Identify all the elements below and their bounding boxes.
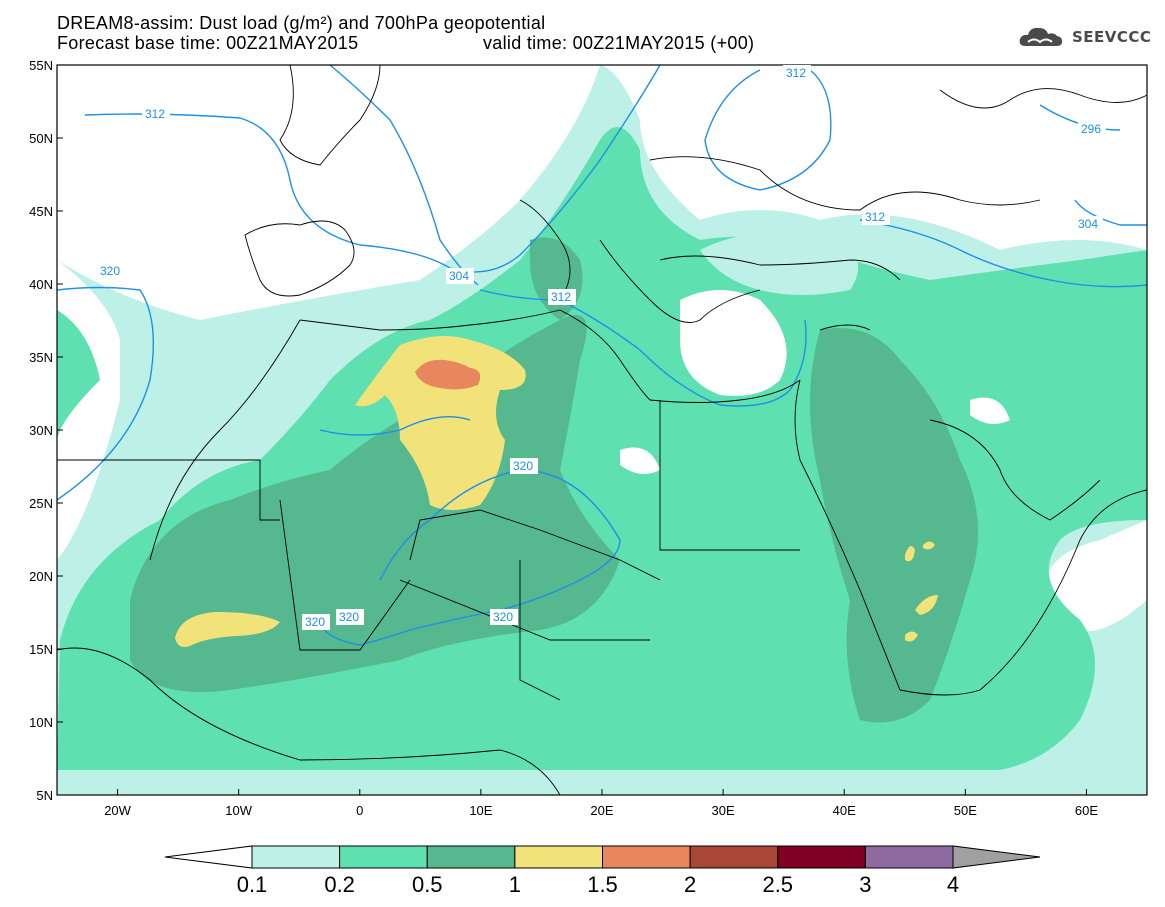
contour-label: 320: [513, 459, 533, 473]
lat-tick-label: 25N: [29, 496, 53, 511]
colorbar-label: 0.2: [324, 872, 355, 897]
dust-field: [57, 65, 1147, 795]
lon-tick-label: 40E: [833, 803, 856, 818]
lon-tick-label: 20E: [590, 803, 613, 818]
lon-tick-label: 10W: [225, 803, 252, 818]
contour-label: 320: [339, 610, 359, 624]
colorbar-upper-extend: [952, 845, 1041, 869]
colorbar-label: 2: [684, 872, 696, 897]
lon-tick-label: 50E: [954, 803, 977, 818]
lat-tick-label: 15N: [29, 642, 53, 657]
colorbar-label: 0.5: [412, 872, 443, 897]
lat-tick-label: 20N: [29, 569, 53, 584]
colorbar-swatch: [339, 845, 428, 869]
cloud-logo-icon: [1019, 27, 1063, 46]
contour-label: 304: [1078, 217, 1098, 231]
lon-tick-label: 60E: [1075, 803, 1098, 818]
colorbar-label: 2.5: [762, 872, 793, 897]
forecast-base-time: Forecast base time: 00Z21MAY2015: [57, 33, 359, 53]
colorbar-swatch: [514, 845, 603, 869]
lon-tick-label: 0: [356, 803, 363, 818]
contour-label: 320: [493, 610, 513, 624]
colorbar-swatch: [251, 845, 341, 869]
contour-label: 312: [786, 66, 806, 80]
colorbar-swatch: [777, 845, 866, 869]
contour-label: 312: [551, 290, 571, 304]
lat-tick-label: 50N: [29, 131, 53, 146]
colorbar-label: 4: [947, 872, 959, 897]
contour-label: 296: [1081, 122, 1101, 136]
contour-labels: 312 312 312 312 296 304 304 320 320 320 …: [97, 65, 1106, 630]
lat-tick-label: 5N: [36, 788, 53, 803]
contour-label: 312: [145, 107, 165, 121]
colorbar-label: 1: [509, 872, 521, 897]
longitude-axis: 20W 10W 0 10E 20E 30E 40E 50E 60E: [104, 789, 1098, 818]
colorbar-swatch: [864, 845, 954, 869]
lat-tick-label: 35N: [29, 350, 53, 365]
logo-text: SEEVCCC: [1072, 28, 1152, 46]
colorbar-label: 1.5: [587, 872, 618, 897]
contour-label: 304: [449, 269, 469, 283]
colorbar-legend: 0.1 0.2 0.5 1 1.5 2 2.5 3 4: [164, 845, 1041, 897]
lat-tick-label: 55N: [29, 58, 53, 73]
colorbar-swatch: [426, 845, 516, 869]
coastlines: [57, 65, 1147, 795]
colorbar-label: 0.1: [237, 872, 268, 897]
contour-label: 312: [865, 210, 885, 224]
map-title: DREAM8-assim: Dust load (g/m²) and 700hP…: [57, 13, 546, 33]
lon-tick-label: 10E: [469, 803, 492, 818]
lat-tick-label: 40N: [29, 277, 53, 292]
colorbar-swatch: [689, 845, 779, 869]
colorbar-swatch: [602, 845, 691, 869]
lon-tick-label: 30E: [712, 803, 735, 818]
lat-tick-label: 30N: [29, 423, 53, 438]
lat-tick-label: 45N: [29, 204, 53, 219]
latitude-axis: 55N 50N 45N 40N 35N 30N 25N 20N 15N 10N 5N: [29, 58, 63, 803]
contour-label: 320: [100, 264, 120, 278]
contour-label: 320: [305, 615, 325, 629]
lat-tick-label: 10N: [29, 715, 53, 730]
lon-tick-label: 20W: [104, 803, 131, 818]
colorbar-label: 3: [859, 872, 871, 897]
valid-time: valid time: 00Z21MAY2015 (+00): [483, 33, 755, 53]
seevccc-logo: SEEVCCC: [1018, 24, 1151, 50]
colorbar-lower-extend: [164, 845, 253, 869]
